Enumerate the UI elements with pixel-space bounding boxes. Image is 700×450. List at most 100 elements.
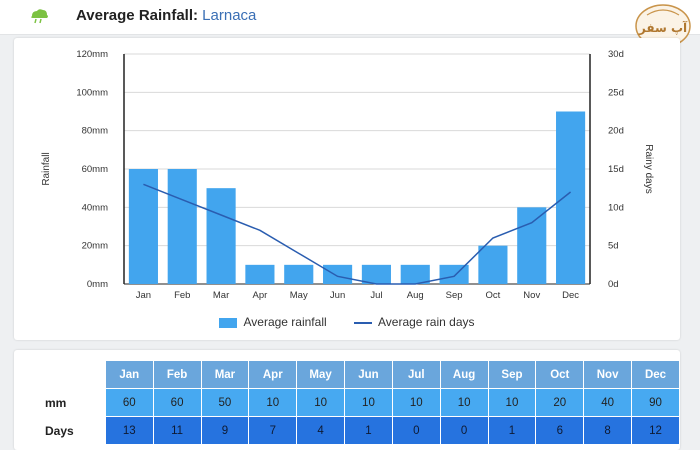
x-tick-label: May <box>290 290 308 301</box>
bar-dec <box>556 111 586 284</box>
legend-item-rainfall[interactable]: Average rainfall <box>219 314 327 329</box>
page-title: Average Rainfall: Larnaca <box>76 7 256 24</box>
bar-jun <box>323 264 353 284</box>
chart-legend: Average rainfall Average rain days <box>14 314 680 330</box>
table-cell: 11 <box>152 416 202 445</box>
x-tick-label: Oct <box>486 290 501 301</box>
table-cell: 6 <box>535 416 585 445</box>
y2-axis-title: Rainy days <box>643 144 654 193</box>
table-cell: 60 <box>104 388 154 417</box>
y2-tick-label: 20d <box>608 126 624 137</box>
table-cell: 8 <box>583 416 633 445</box>
table-cell: 10 <box>248 388 298 417</box>
x-tick-label: Apr <box>253 290 268 301</box>
bar-mar <box>206 188 236 284</box>
month-header: Dec <box>631 360 680 389</box>
month-header: Apr <box>248 360 298 389</box>
row-label: mm <box>30 388 106 417</box>
x-tick-label: Dec <box>562 290 579 301</box>
y2-tick-label: 5d <box>608 241 619 252</box>
title-label: Average Rainfall: <box>76 7 198 24</box>
bar-may <box>284 264 314 284</box>
x-tick-label: Jul <box>370 290 382 301</box>
y-tick-label: 60mm <box>82 164 108 175</box>
legend-label-rain-days: Average rain days <box>378 314 475 329</box>
table-cell: 1 <box>344 416 393 445</box>
table-cell: 20 <box>535 388 585 417</box>
bar-nov <box>517 207 547 284</box>
y2-tick-label: 0d <box>608 279 619 290</box>
table-cell: 12 <box>631 416 680 445</box>
bar-feb <box>167 169 197 284</box>
x-tick-label: Aug <box>407 290 424 301</box>
month-header: Sep <box>487 360 537 389</box>
rain-cloud-icon <box>31 9 48 24</box>
y-tick-label: 80mm <box>82 126 108 137</box>
logo-text: آپ سفر <box>638 20 688 35</box>
rainfall-table: Jan Feb Mar Apr May Jun Jul Aug Sep Oct Nov Dec mm 60… <box>30 360 680 445</box>
y2-tick-label: 30d <box>608 49 624 60</box>
bar-sep <box>439 264 469 284</box>
table-cell: 1 <box>487 416 537 445</box>
bar-oct <box>478 245 508 284</box>
x-tick-label: Nov <box>523 290 540 301</box>
month-header: Feb <box>152 360 202 389</box>
y-tick-label: 20mm <box>82 241 108 252</box>
table-cell: 10 <box>344 388 393 417</box>
month-header: Jun <box>344 360 393 389</box>
table-header-row: Jan Feb Mar Apr May Jun Jul Aug Sep Oct Nov Dec <box>30 360 680 389</box>
y-tick-label: 0mm <box>87 279 108 290</box>
month-header: Jan <box>104 360 154 389</box>
table-cell: 50 <box>200 388 250 417</box>
table-cell: 4 <box>296 416 346 445</box>
table-cell: 10 <box>391 388 441 417</box>
month-header: Oct <box>535 360 585 389</box>
table-cell: 40 <box>583 388 633 417</box>
x-tick-label: Sep <box>446 290 463 301</box>
legend-bar-swatch <box>219 317 238 328</box>
table-row: Days 13 11 9 7 4 1 0 0 1 6 8 12 <box>30 416 680 445</box>
y2-tick-label: 15d <box>608 164 624 175</box>
x-tick-label: Jan <box>136 290 151 301</box>
rain-days-line <box>143 183 572 285</box>
month-header: May <box>296 360 346 389</box>
table-cell: 0 <box>391 416 441 445</box>
bar-aug <box>400 264 430 284</box>
table-cell: 0 <box>439 416 489 445</box>
legend-line-swatch <box>354 321 372 324</box>
table-corner <box>30 360 106 389</box>
y-tick-label: 120mm <box>76 49 108 60</box>
site-logo: آپ سفر <box>635 4 691 48</box>
table-cell: 60 <box>152 388 202 417</box>
legend-label-rainfall: Average rainfall <box>243 314 327 329</box>
table-cell: 10 <box>296 388 346 417</box>
bar-jan <box>128 169 158 284</box>
table-cell: 13 <box>104 416 154 445</box>
rainfall-table-card: Jan Feb Mar Apr May Jun Jul Aug Sep Oct Nov Dec mm 60… <box>14 350 680 450</box>
table-cell: 7 <box>248 416 298 445</box>
y-tick-label: 40mm <box>82 202 108 213</box>
x-tick-label: Feb <box>174 290 190 301</box>
x-tick-label: Mar <box>213 290 229 301</box>
month-header: Aug <box>439 360 489 389</box>
month-header: Mar <box>200 360 250 389</box>
y-axis-title: Rainfall <box>41 152 52 185</box>
y2-tick-label: 25d <box>608 87 624 98</box>
month-header: Nov <box>583 360 633 389</box>
location-name: Larnaca <box>202 7 257 24</box>
table-cell: 10 <box>439 388 489 417</box>
bar-apr <box>245 264 275 284</box>
table-cell: 10 <box>487 388 537 417</box>
legend-item-rain-days[interactable]: Average rain days <box>354 315 475 329</box>
row-label: Days <box>30 416 106 445</box>
rainfall-chart-card: 0mm 20mm 40mm 60mm 80mm 100mm 120mm 0d 5d 10d 15d 2… <box>14 38 680 340</box>
month-header: Jul <box>391 360 441 389</box>
x-tick-label: Jun <box>330 290 345 301</box>
bar-jul <box>361 264 391 284</box>
page-header: Average Rainfall: Larnaca آپ سفر <box>0 0 700 48</box>
table-cell: 9 <box>200 416 250 445</box>
y-tick-label: 100mm <box>76 87 108 98</box>
rainfall-chart: 0mm 20mm 40mm 60mm 80mm 100mm 120mm 0d 5d 10d 15d 2… <box>41 49 654 301</box>
table-row: mm 60 60 50 10 10 10 10 10 10 20 40 90 <box>30 388 680 417</box>
y2-tick-label: 10d <box>608 202 624 213</box>
